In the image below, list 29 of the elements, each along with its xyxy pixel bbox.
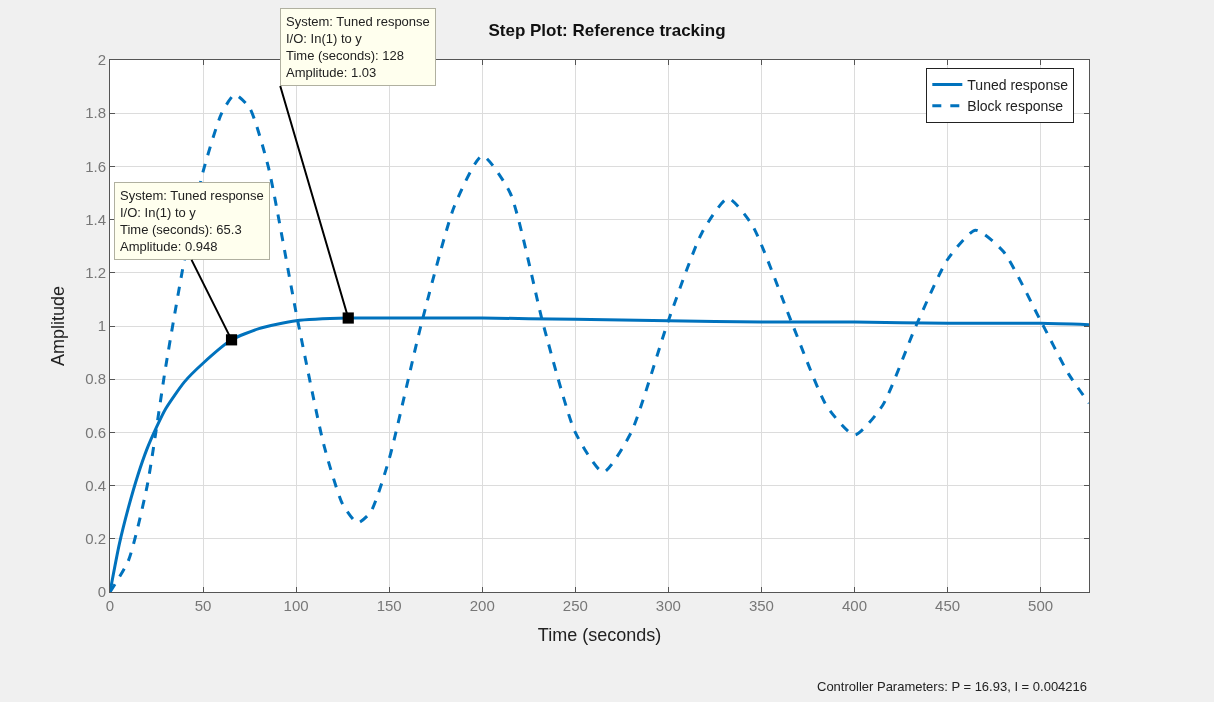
x-tick-label: 500 (1028, 597, 1054, 614)
x-tick-label: 150 (376, 597, 402, 614)
y-tick-label: 1 (97, 317, 106, 335)
x-tick-label: 400 (841, 597, 868, 614)
y-tick-label: 0.4 (85, 476, 106, 494)
y-axis-title: Amplitude (48, 285, 69, 367)
chart-title: Step Plot: Reference tracking (488, 21, 726, 41)
y-tick-label: 0 (97, 583, 106, 601)
x-axis-title: Time (seconds) (537, 625, 662, 646)
y-tick-label: 0.6 (85, 423, 106, 441)
y-tick-label: 1.4 (85, 210, 106, 228)
legend-label: Block response (967, 98, 1064, 115)
x-tick-label: 350 (748, 597, 774, 614)
x-tick-label: 100 (283, 597, 309, 614)
annotation: System: Tuned response I/O: In(1) to y Time (seconds): 65.3 Amplitude: 0.948 (120, 188, 264, 254)
x-tick-label: 250 (562, 597, 588, 614)
y-tick-label: 2 (97, 51, 106, 69)
x-tick-label: 200 (469, 597, 495, 614)
y-tick-label: 1.6 (85, 157, 106, 175)
x-tick-label: 300 (655, 597, 681, 614)
text: Controller Parameters: P = 16.93, I = 0.004216 (817, 679, 1088, 694)
y-tick-label: 1.2 (85, 264, 106, 282)
annotation: System: Tuned response I/O: In(1) to y Time (seconds): 128 Amplitude: 1.03 (286, 14, 430, 80)
x-tick-label: 50 (194, 597, 212, 614)
y-tick-label: 1.8 (85, 104, 106, 122)
y-tick-label: 0.2 (85, 530, 106, 548)
y-tick-label: 0.8 (85, 370, 106, 388)
x-tick-label: 450 (935, 597, 961, 614)
legend-label: Tuned response (967, 77, 1069, 94)
